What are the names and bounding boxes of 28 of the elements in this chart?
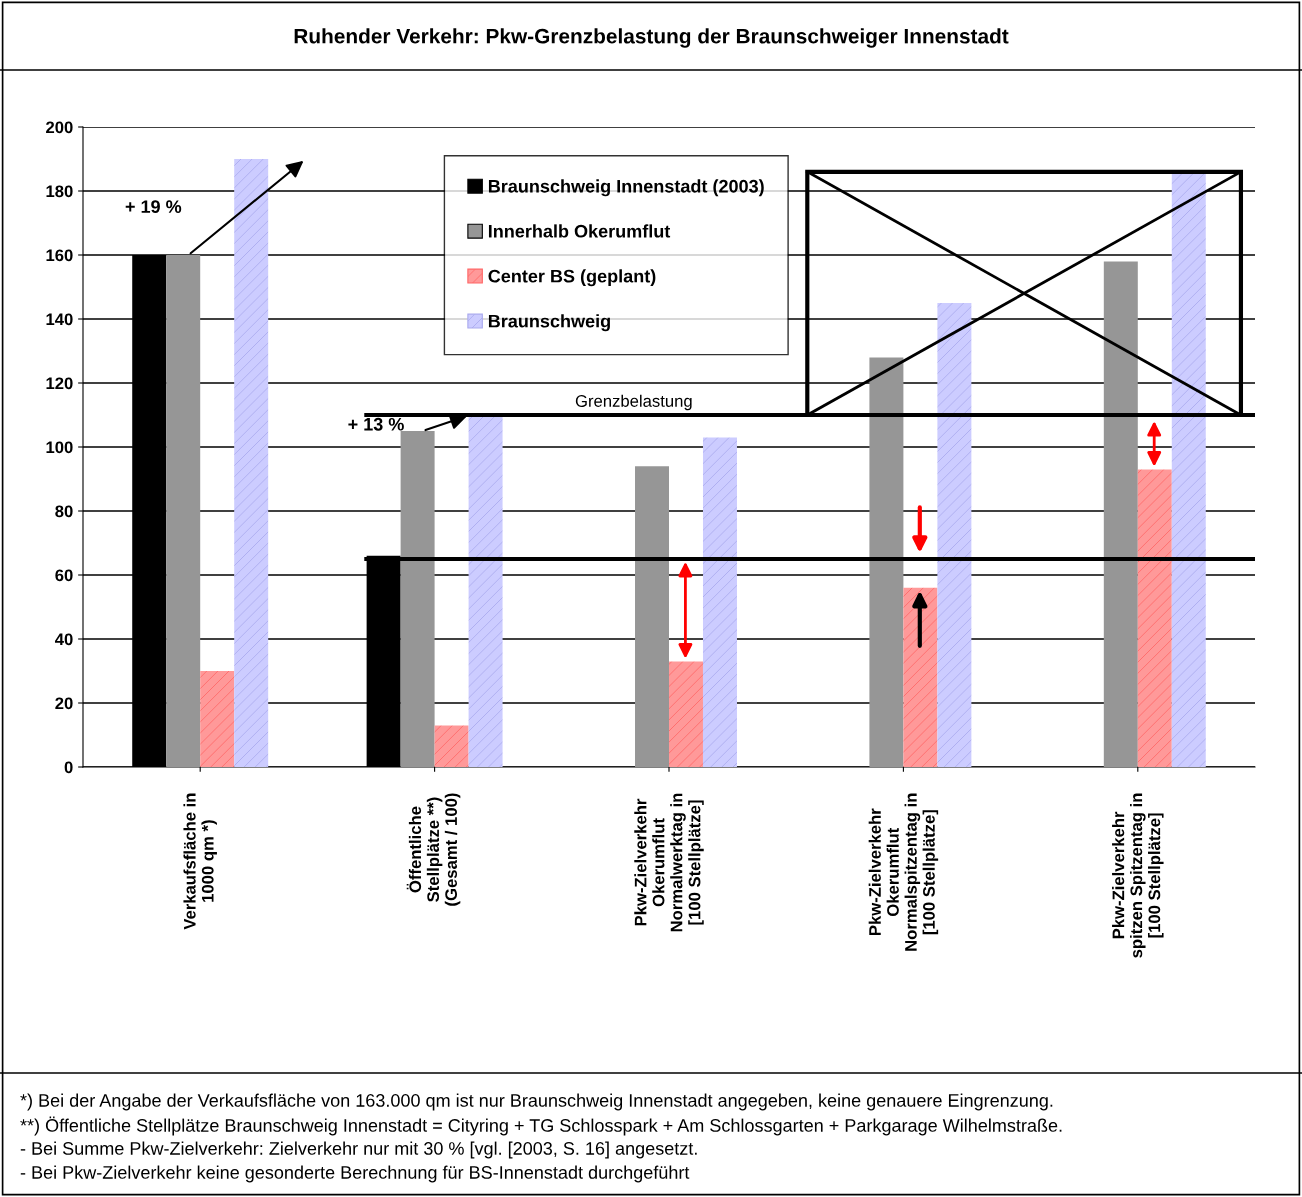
legend-label: Center BS (geplant): [488, 269, 656, 287]
y-tick-label: 0: [64, 761, 73, 774]
y-tick-label: 140: [46, 313, 73, 326]
text: **) Öffentliche Stellplätze Braunschweig Innenstadt = Cityring + TG Schlosspark + Am Schlossgarten + Parkgarage Wilhelmstraße.: [20, 1116, 1062, 1136]
y-tick-label: 180: [46, 185, 73, 198]
x-tick-label: Verkaufsfläche in 1000 qm *): [183, 793, 217, 930]
y-tick-label: 20: [55, 697, 73, 710]
y-tick-label: 60: [55, 569, 73, 582]
text: *) Bei der Angabe der Verkaufsfläche von 163.000 qm ist nur Braunschweig Innenstadt angegeben, keine genauere Eingrenzung.: [20, 1093, 1053, 1111]
ref-line-label: Grenzbelastung: [575, 394, 692, 411]
y-tick-label: 80: [55, 505, 73, 518]
x-tick-label: Pkw-Zielverkehr spitzen Spitzentag in [100 Stellplätze]: [1112, 793, 1164, 958]
legend-label: Braunschweig Innenstadt (2003): [488, 179, 764, 197]
y-tick-label: 120: [46, 377, 73, 390]
x-tick-label: Pkw-Zielverkehr Okerumflut Normalwerktag in [100 Stellplätze]: [634, 793, 704, 932]
text: - Bei Pkw-Zielverkehr keine gesonderte Berechnung für BS-Innenstadt durchgeführt: [20, 1165, 690, 1183]
x-tick-label: Pkw-Zielverkehr Okerumflut Normalspitzentag in [100 Stellplätze]: [868, 793, 939, 951]
legend-label: Braunschweig: [488, 314, 610, 332]
y-tick-label: 160: [46, 249, 73, 262]
y-tick-label: 200: [46, 121, 73, 134]
legend-label: Innerhalb Okerumflut: [488, 224, 671, 238]
annotation: + 19 %: [125, 200, 182, 214]
x-tick-label: Öffentliche Stellplätze **) (Gesamt / 100): [406, 793, 461, 906]
y-tick-label: 100: [46, 441, 73, 454]
text: - Bei Summe Pkw-Zielverkehr: Zielverkehr nur mit 30 % [vgl. [2003, S. 16] angesetzt.: [20, 1141, 697, 1159]
chart-title: Ruhender Verkehr: Pkw-Grenzbelastung der Braunschweiger Innenstadt: [294, 28, 1009, 48]
annotation: + 13 %: [348, 417, 404, 431]
y-tick-label: 40: [54, 633, 73, 646]
